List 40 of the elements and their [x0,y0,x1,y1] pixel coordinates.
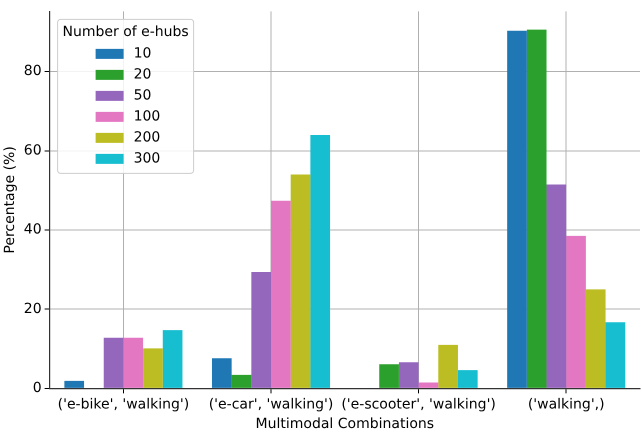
bar [458,370,478,388]
y-tick-label: 80 [24,63,42,80]
bar [212,358,232,388]
bar [507,30,527,388]
bar [398,362,419,388]
legend-label: 300 [134,150,160,167]
x-axis-title: Multimodal Combinations [256,416,434,432]
bar [418,382,438,388]
bar [232,374,252,388]
legend-label: 100 [134,108,160,125]
x-tick-label: ('walking',) [528,396,605,412]
y-tick-label: 40 [24,222,42,238]
bar [64,380,84,388]
bar [526,30,547,388]
bar [123,338,144,388]
bar [290,174,310,388]
x-tick-label: ('e-scooter', 'walking') [341,396,496,412]
bar [251,272,272,388]
bar [546,184,566,388]
bar [586,289,606,388]
legend-label: 10 [134,46,152,62]
x-tick-label: ('e-bike', 'walking') [58,396,190,412]
bar [606,322,626,388]
bar [438,344,458,388]
bar [143,348,163,388]
bar [379,364,399,388]
legend-label: 50 [134,88,152,104]
legend-title: Number of e-hubs [62,24,189,40]
bar [310,134,330,388]
y-tick-label: 0 [32,380,42,396]
bar [162,330,182,388]
bar [104,338,124,388]
bar [566,236,586,388]
bar [271,200,291,388]
y-tick-label: 60 [24,142,42,158]
legend-label: 20 [134,66,152,83]
y-axis-title: Percentage (%) [2,146,18,254]
y-tick-label: 20 [24,300,42,317]
legend-label: 200 [134,130,160,146]
x-tick-label: ('e-car', 'walking') [208,396,334,412]
